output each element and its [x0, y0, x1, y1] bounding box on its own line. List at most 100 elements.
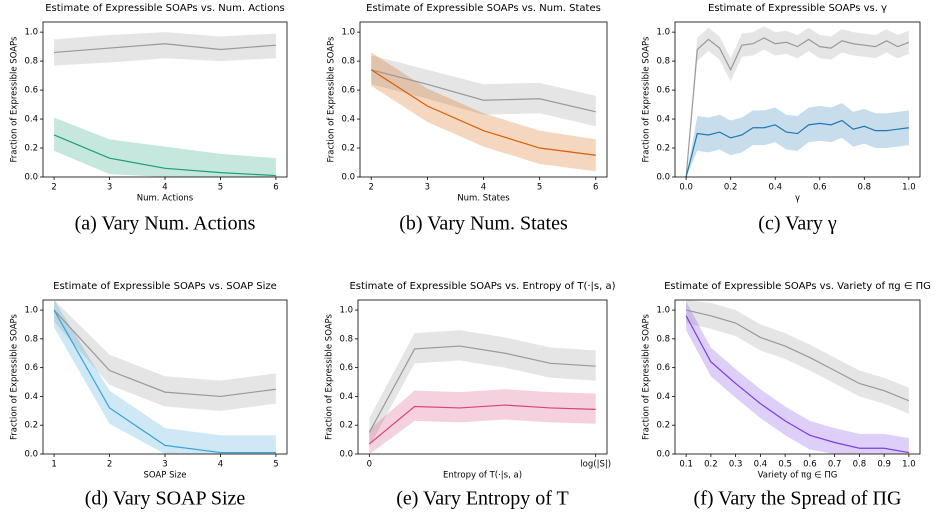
- x-axis-label: SOAP Size: [143, 471, 186, 481]
- x-tick-label: 0.4: [754, 460, 768, 470]
- axes-frame: [674, 21, 921, 178]
- x-tick-label: 4: [218, 460, 223, 470]
- x-tick-label: 2: [51, 183, 56, 193]
- y-tick-label: 0.8: [24, 334, 38, 344]
- caption: (b) Vary Num. States: [399, 213, 568, 235]
- x-tick-label: 0.1: [679, 460, 693, 470]
- x-tick-label: 3: [162, 460, 167, 470]
- x-tick-label: 0.7: [828, 460, 842, 470]
- x-axis-label: Variety of πg ∈ ΠG: [758, 471, 838, 481]
- caption: (e) Vary Entropy of T: [396, 488, 569, 510]
- y-tick-label: 0.4: [24, 115, 38, 125]
- y-tick-label: 0.0: [24, 173, 38, 183]
- y-tick-label: 0.0: [339, 450, 353, 460]
- panel: 0.0 0.2 0.4 0.6 0.8 1.0 0 log(|S|) Estimate of E…: [325, 281, 616, 510]
- x-tick-label: 0.5: [778, 460, 792, 470]
- y-tick-label: 0.0: [656, 173, 670, 183]
- x-tick-label: 1: [51, 460, 56, 470]
- confidence-band: [686, 300, 909, 414]
- confidence-band: [371, 52, 596, 172]
- x-tick-label: 6: [593, 183, 598, 193]
- chart-title: Estimate of Expressible SOAPs vs. γ: [708, 3, 887, 14]
- x-tick-label: 0: [367, 460, 372, 470]
- y-tick-label: 0.8: [24, 57, 38, 67]
- x-axis-label: Num. States: [457, 194, 510, 204]
- y-tick-label: 1.0: [656, 306, 670, 316]
- line: [54, 43, 276, 54]
- line: [371, 69, 596, 113]
- line: [368, 345, 596, 433]
- x-tick-label: 0.8: [853, 460, 867, 470]
- panel: 0.0 0.2 0.4 0.6 0.8 1.0 2 3 4 5 6 Estimate of Expre…: [327, 3, 608, 235]
- panel: 0.0 0.2 0.4 0.6 0.8 1.0 2 3 4 5 6 Estimate of Expre…: [10, 3, 288, 235]
- x-tick-label: 0.0: [679, 183, 693, 193]
- y-axis-label: Fraction of Expressible SOAPs: [10, 313, 20, 439]
- y-tick-label: 0.4: [24, 392, 38, 402]
- y-tick-label: 1.0: [656, 28, 670, 38]
- y-tick-label: 1.0: [341, 28, 355, 38]
- x-axis-label: Entropy of T(·|s, a): [443, 471, 522, 481]
- x-tick-label: 4: [162, 183, 167, 193]
- x-axis-label: γ: [795, 194, 800, 204]
- y-tick-label: 0.8: [656, 57, 670, 67]
- confidence-band: [369, 330, 596, 447]
- axes-frame: [674, 299, 921, 455]
- x-tick-label: 0.2: [704, 460, 718, 470]
- caption: (f) Vary the Spread of ΠG: [694, 488, 902, 510]
- confidence-band: [686, 103, 909, 177]
- axes-frame: [357, 299, 608, 455]
- y-tick-label: 0.8: [656, 334, 670, 344]
- y-tick-label: 0.0: [341, 173, 355, 183]
- line: [53, 134, 276, 177]
- confidence-band: [371, 55, 596, 127]
- line: [370, 69, 596, 156]
- x-tick-label: 5: [273, 460, 278, 470]
- x-tick-label: 0.3: [729, 460, 743, 470]
- panel: 0.0 0.2 0.4 0.6 0.8 1.0 0.1 0.2 0.3 0.4 0.5 0.6 0.7 0…: [642, 281, 931, 510]
- y-tick-label: 0.6: [339, 363, 353, 373]
- confidence-band: [369, 389, 596, 454]
- x-tick-label: 5: [537, 183, 542, 193]
- y-axis-label: Fraction of Expressible SOAPs: [10, 36, 20, 162]
- y-tick-label: 0.6: [656, 86, 670, 96]
- chart-title: Estimate of Expressible SOAPs vs. Entrop…: [349, 281, 615, 292]
- caption: (a) Vary Num. Actions: [75, 213, 256, 235]
- y-tick-label: 1.0: [24, 306, 38, 316]
- confidence-band: [686, 301, 909, 454]
- x-tick-label: 2: [369, 183, 374, 193]
- chart-title: Estimate of Expressible SOAPs vs. Variet…: [664, 281, 931, 292]
- caption: (c) Vary γ: [758, 213, 837, 235]
- x-tick-label: log(|S|): [580, 460, 611, 470]
- y-axis-label: Fraction of Expressible SOAPs: [327, 36, 337, 162]
- confidence-band: [54, 300, 276, 411]
- confidence-band: [54, 117, 276, 177]
- y-tick-label: 0.4: [341, 115, 355, 125]
- chart-title: Estimate of Expressible SOAPs vs. Num. S…: [366, 3, 601, 14]
- y-tick-label: 0.8: [339, 334, 353, 344]
- caption: (d) Vary SOAP Size: [85, 488, 246, 510]
- x-tick-label: 3: [425, 183, 430, 193]
- y-tick-label: 0.2: [656, 144, 670, 154]
- x-tick-label: 0.9: [877, 460, 891, 470]
- x-axis-label: Num. Actions: [137, 194, 194, 204]
- y-tick-label: 0.0: [24, 450, 38, 460]
- y-axis-label: Fraction of Expressible SOAPs: [642, 313, 652, 439]
- y-tick-label: 0.2: [339, 421, 353, 431]
- y-tick-label: 0.6: [656, 363, 670, 373]
- x-tick-label: 1.0: [902, 460, 916, 470]
- line: [685, 119, 909, 178]
- confidence-band: [54, 32, 276, 66]
- x-tick-label: 0.2: [724, 183, 738, 193]
- y-axis-label: Fraction of Expressible SOAPs: [325, 313, 335, 439]
- x-tick-label: 3: [107, 183, 112, 193]
- y-tick-label: 0.2: [341, 144, 355, 154]
- y-axis-label: Fraction of Expressible SOAPs: [642, 36, 652, 162]
- panel: 0.0 0.2 0.4 0.6 0.8 1.0 1 2 3 4 5 Estimate of Expre…: [10, 281, 288, 510]
- x-tick-label: 2: [107, 460, 112, 470]
- x-tick-label: 0.8: [858, 183, 872, 193]
- y-tick-label: 0.8: [341, 57, 355, 67]
- y-tick-label: 0.4: [339, 392, 353, 402]
- line: [685, 315, 909, 454]
- y-tick-label: 0.0: [656, 450, 670, 460]
